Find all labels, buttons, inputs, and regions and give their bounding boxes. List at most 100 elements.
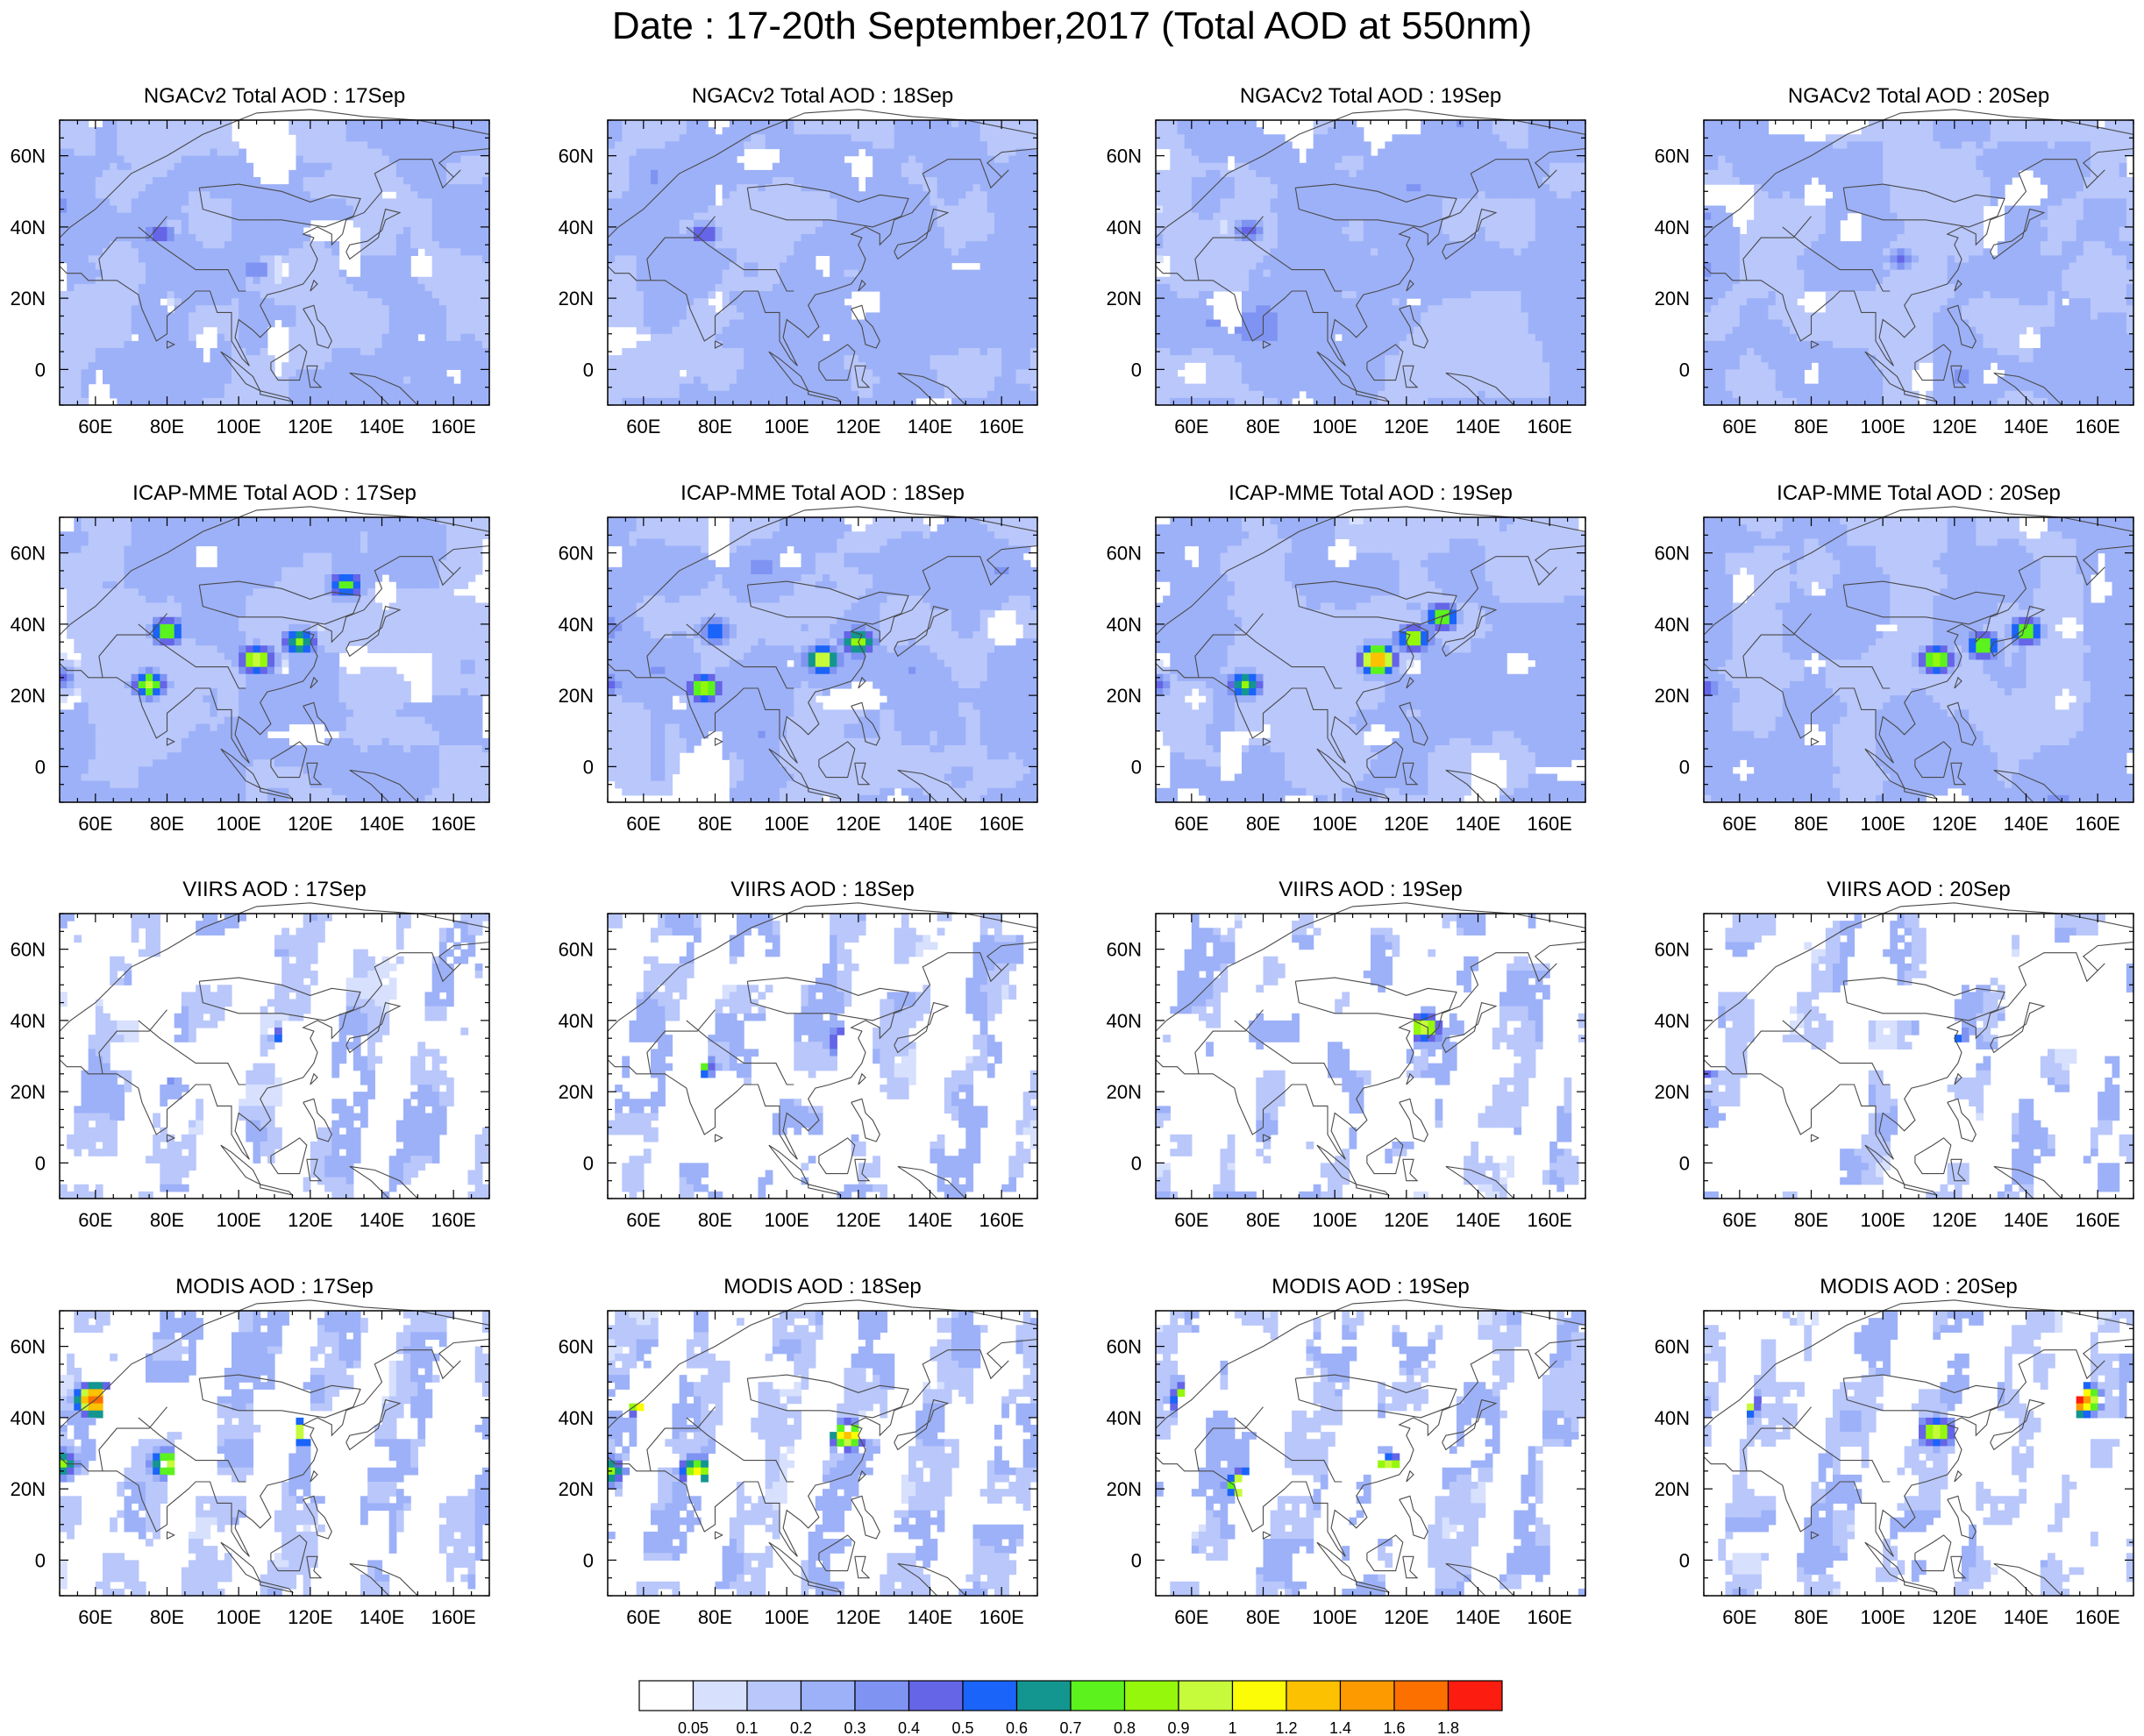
aod-cell bbox=[432, 362, 440, 370]
aod-cell bbox=[303, 320, 311, 328]
aod-cell bbox=[103, 334, 110, 342]
aod-cell bbox=[453, 255, 461, 263]
aod-cell bbox=[410, 369, 418, 377]
aod-cell bbox=[303, 270, 311, 278]
aod-cell bbox=[432, 177, 440, 185]
aod-cell bbox=[110, 206, 118, 214]
aod-cell bbox=[475, 369, 483, 377]
aod-cell bbox=[153, 291, 160, 299]
aod-cell bbox=[324, 320, 332, 328]
aod-cell bbox=[110, 198, 118, 206]
aod-cell bbox=[89, 270, 96, 278]
aod-cell bbox=[160, 177, 167, 185]
aod-cell bbox=[60, 248, 68, 256]
aod-cell bbox=[439, 220, 447, 228]
aod-cell bbox=[453, 156, 461, 164]
aod-cell bbox=[296, 298, 304, 306]
aod-cell bbox=[182, 198, 189, 206]
aod-cell bbox=[210, 149, 218, 157]
aod-cell bbox=[460, 255, 468, 263]
aod-cell bbox=[296, 149, 304, 157]
aod-cell bbox=[132, 298, 139, 306]
aod-cell bbox=[310, 191, 318, 199]
aod-cell bbox=[331, 334, 339, 342]
aod-cell bbox=[253, 255, 261, 263]
aod-cell bbox=[288, 241, 296, 249]
aod-cell bbox=[324, 177, 332, 185]
aod-cell bbox=[96, 234, 103, 242]
aod-cell bbox=[288, 305, 296, 313]
aod-cell bbox=[153, 305, 160, 313]
aod-cell bbox=[446, 227, 454, 235]
aod-cell bbox=[432, 277, 440, 285]
aod-cell bbox=[417, 220, 425, 228]
aod-cell bbox=[74, 227, 82, 235]
aod-cell bbox=[296, 255, 304, 263]
aod-cell bbox=[203, 184, 210, 192]
aod-cell bbox=[224, 341, 232, 349]
aod-cell bbox=[331, 327, 339, 335]
aod-cell bbox=[82, 305, 89, 313]
aod-cell bbox=[82, 277, 89, 285]
aod-cell bbox=[153, 312, 160, 320]
aod-cell bbox=[132, 362, 139, 370]
aod-cell bbox=[360, 362, 368, 370]
aod-cell bbox=[217, 277, 225, 285]
aod-cell bbox=[339, 120, 347, 128]
aod-cell bbox=[110, 156, 118, 164]
aod-cell bbox=[231, 184, 239, 192]
aod-cell bbox=[403, 369, 411, 377]
aod-cell bbox=[346, 120, 354, 128]
aod-cell bbox=[475, 198, 483, 206]
aod-cell bbox=[274, 198, 282, 206]
aod-cell bbox=[296, 355, 304, 363]
aod-cell bbox=[417, 369, 425, 377]
aod-cell bbox=[310, 170, 318, 178]
aod-cell bbox=[288, 270, 296, 278]
aod-cell bbox=[389, 277, 397, 285]
aod-cell bbox=[317, 348, 325, 356]
aod-cell bbox=[353, 127, 361, 135]
aod-cell bbox=[117, 341, 125, 349]
aod-cell bbox=[146, 156, 153, 164]
aod-cell bbox=[132, 120, 139, 128]
aod-cell bbox=[367, 248, 375, 256]
aod-cell bbox=[260, 341, 268, 349]
aod-cell bbox=[182, 291, 189, 299]
aod-cell bbox=[417, 298, 425, 306]
aod-cell bbox=[160, 348, 167, 356]
aod-cell bbox=[389, 177, 397, 185]
aod-cell bbox=[475, 263, 483, 271]
aod-cell bbox=[239, 191, 246, 199]
aod-cell bbox=[246, 305, 253, 313]
aod-cell bbox=[175, 341, 182, 349]
aod-cell bbox=[196, 270, 203, 278]
aod-cell bbox=[224, 377, 232, 385]
aod-cell bbox=[446, 355, 454, 363]
aod-cell bbox=[339, 298, 347, 306]
aod-cell bbox=[196, 291, 203, 299]
aod-cell bbox=[189, 156, 196, 164]
aod-cell bbox=[167, 298, 175, 306]
aod-cell bbox=[253, 198, 261, 206]
aod-cell bbox=[439, 298, 447, 306]
aod-cell bbox=[182, 305, 189, 313]
aod-cell bbox=[89, 327, 96, 335]
aod-cell bbox=[432, 312, 440, 320]
aod-cell bbox=[132, 270, 139, 278]
aod-cell bbox=[468, 255, 476, 263]
aod-cell bbox=[110, 320, 118, 328]
aod-cell bbox=[360, 234, 368, 242]
aod-cell bbox=[103, 305, 110, 313]
aod-cell bbox=[403, 334, 411, 342]
aod-cell bbox=[410, 355, 418, 363]
aod-cell bbox=[260, 227, 268, 235]
aod-cell bbox=[103, 291, 110, 299]
aod-cell bbox=[417, 291, 425, 299]
aod-cell bbox=[396, 270, 404, 278]
aod-cell bbox=[382, 120, 390, 128]
aod-cell bbox=[475, 248, 483, 256]
aod-cell bbox=[253, 206, 261, 214]
aod-cell bbox=[182, 149, 189, 157]
aod-cell bbox=[303, 334, 311, 342]
